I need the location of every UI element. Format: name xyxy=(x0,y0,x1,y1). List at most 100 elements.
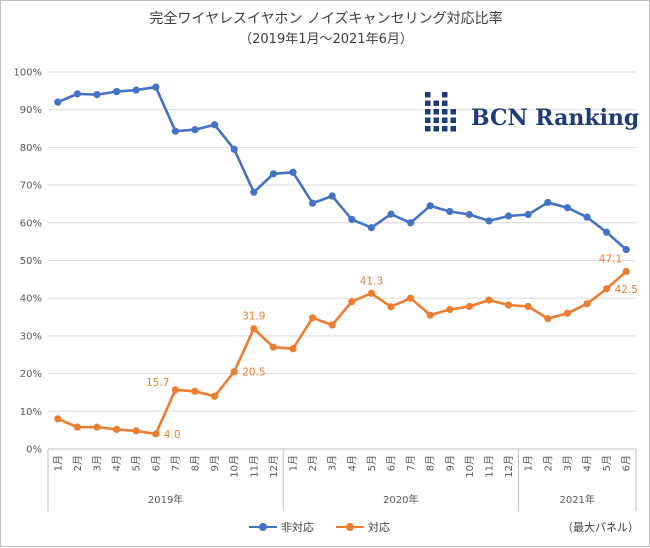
legend-item-series-0: 非対応 xyxy=(249,519,314,535)
y-tick-label: 40% xyxy=(20,294,42,305)
data-point xyxy=(583,300,591,308)
data-point xyxy=(387,210,395,218)
logo-square xyxy=(433,126,439,132)
logo-square xyxy=(442,109,448,115)
logo-square xyxy=(425,100,431,106)
y-tick-label: 60% xyxy=(20,218,42,229)
y-tick-label: 50% xyxy=(20,256,42,267)
x-tick-label: 9月 xyxy=(209,455,221,471)
data-point xyxy=(485,217,493,225)
x-tick-label: 10月 xyxy=(464,455,476,478)
x-tick-label: 3月 xyxy=(92,455,104,471)
x-tick-label: 1月 xyxy=(288,455,300,471)
logo-square xyxy=(442,100,448,106)
x-tick-label: 7月 xyxy=(405,455,417,471)
x-tick-label: 9月 xyxy=(444,455,456,471)
data-label: 41.3 xyxy=(360,275,383,287)
data-point xyxy=(485,296,493,304)
x-tick-label: 4月 xyxy=(111,455,123,471)
data-point xyxy=(348,297,356,306)
y-tick-label: 10% xyxy=(20,407,42,418)
x-tick-label: 12月 xyxy=(268,455,280,478)
logo-grid-icon xyxy=(425,92,456,132)
bcn-logo: BCN Ranking xyxy=(425,92,639,132)
x-tick-label: 6月 xyxy=(150,455,162,471)
logo-square xyxy=(442,92,448,98)
data-point xyxy=(367,224,375,232)
legend-item-series-1: 対応 xyxy=(336,519,390,535)
data-point xyxy=(446,207,454,216)
y-tick-label: 80% xyxy=(20,143,42,154)
data-point xyxy=(152,430,160,438)
panel-note: （最大パネル） xyxy=(562,521,639,534)
data-point xyxy=(328,192,336,200)
data-point xyxy=(603,285,611,293)
year-label: 2020年 xyxy=(383,493,418,506)
data-point xyxy=(230,368,238,376)
x-axis: 1月 2月 3月 4月 5月 6月 7月 8月 9月 10月 11月 12月 1月 2月 3月 4月 5月 6月 7… xyxy=(47,449,637,511)
data-point xyxy=(132,427,140,435)
data-point xyxy=(328,321,336,329)
x-tick-label: 4月 xyxy=(582,455,594,471)
data-point xyxy=(407,219,415,227)
logo-square xyxy=(425,117,431,123)
logo-square xyxy=(450,126,456,132)
data-point xyxy=(289,168,297,176)
data-point xyxy=(603,228,611,236)
x-tick-label: 5月 xyxy=(366,455,378,471)
year-label: 2021年 xyxy=(559,493,594,506)
x-tick-label: 10月 xyxy=(229,455,241,478)
y-tick-label: 70% xyxy=(20,181,42,192)
x-tick-label: 6月 xyxy=(386,455,398,471)
x-tick-label: 5月 xyxy=(131,455,143,471)
x-tick-label: 2月 xyxy=(542,455,554,471)
data-point xyxy=(387,303,395,311)
logo-square xyxy=(425,126,431,132)
data-point xyxy=(426,311,434,319)
data-point xyxy=(230,145,238,153)
data-point xyxy=(269,170,277,178)
logo-square xyxy=(425,109,431,115)
data-point xyxy=(505,301,513,309)
data-point xyxy=(563,309,572,317)
x-tick-label: 2月 xyxy=(307,455,319,471)
data-point xyxy=(465,210,473,219)
data-point xyxy=(348,215,356,224)
x-tick-label: 6月 xyxy=(621,455,633,471)
data-point xyxy=(505,212,513,220)
data-point xyxy=(583,213,591,221)
data-point xyxy=(250,325,258,333)
chart-title: 完全ワイヤレスイヤホン ノイズキャンセリング対応比率 xyxy=(149,11,503,27)
data-point xyxy=(622,245,630,254)
data-point xyxy=(191,126,199,134)
data-point xyxy=(426,202,434,210)
data-label: 4.0 xyxy=(164,429,181,441)
data-point xyxy=(622,267,630,276)
legend-swatch xyxy=(336,522,364,532)
y-tick-label: 100% xyxy=(13,68,42,79)
x-tick-label: 11月 xyxy=(248,455,260,478)
legend-swatch xyxy=(249,522,277,532)
logo-square xyxy=(442,117,448,123)
data-label: 42.5 xyxy=(615,284,638,296)
logo-square xyxy=(450,117,456,123)
data-point xyxy=(309,314,317,322)
data-point xyxy=(113,88,121,96)
logo-square xyxy=(433,100,439,106)
data-label: 31.9 xyxy=(242,311,265,323)
x-tick-label: 7月 xyxy=(170,455,182,471)
y-axis-ticks: 0% 10% 20% 30% 40% 50% 60% 70% 80% 90% 100% xyxy=(13,68,42,456)
data-labels: 4.0 15.7 20.5 31.9 41.3 42.5 47.1 xyxy=(146,253,638,440)
data-point xyxy=(250,188,258,196)
x-tick-label: 3月 xyxy=(562,455,574,471)
x-tick-label: 2月 xyxy=(72,455,84,471)
x-tick-label: 8月 xyxy=(425,455,437,471)
data-point xyxy=(54,415,62,423)
data-point xyxy=(309,199,317,207)
y-tick-label: 0% xyxy=(26,445,42,456)
data-point xyxy=(367,289,375,297)
data-point xyxy=(544,198,552,207)
data-point xyxy=(289,345,297,353)
